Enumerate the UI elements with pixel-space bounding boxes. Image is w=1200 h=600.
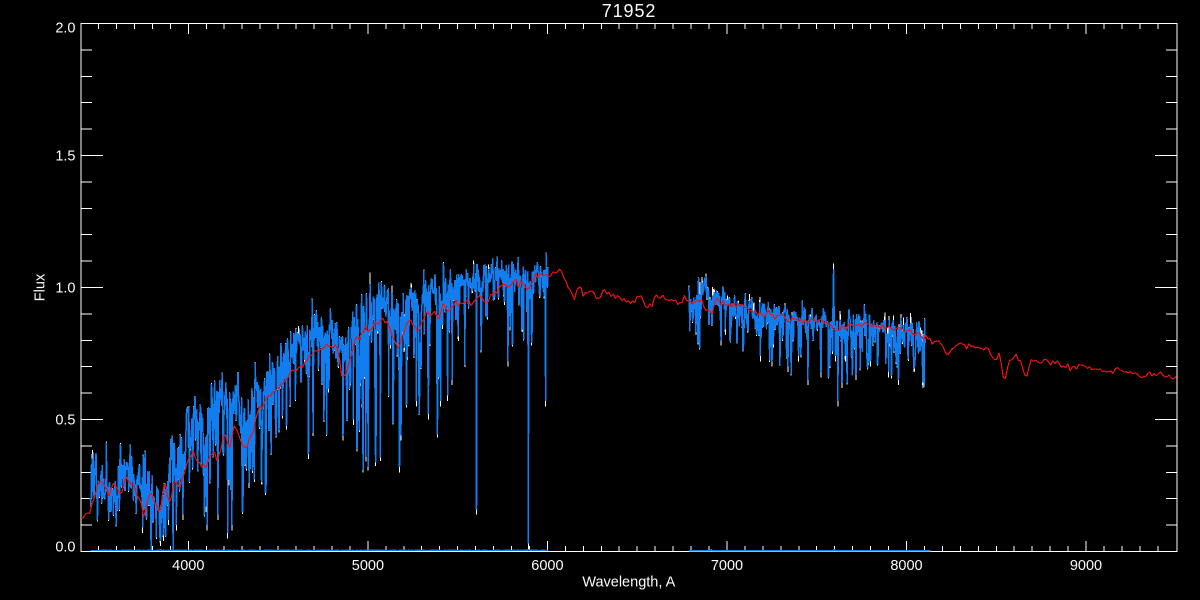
svg-text:Flux: Flux	[33, 273, 49, 301]
svg-text:Wavelength, A: Wavelength, A	[582, 575, 675, 591]
svg-text:0.5: 0.5	[55, 413, 75, 429]
svg-text:1.5: 1.5	[55, 149, 75, 165]
svg-text:0.0: 0.0	[55, 540, 75, 556]
svg-text:7000: 7000	[711, 558, 743, 574]
svg-text:5000: 5000	[352, 558, 384, 574]
svg-text:2.0: 2.0	[55, 21, 75, 37]
svg-text:9000: 9000	[1070, 558, 1102, 574]
svg-text:1.0: 1.0	[55, 281, 75, 297]
svg-text:4000: 4000	[172, 558, 204, 574]
svg-text:6000: 6000	[531, 558, 563, 574]
svg-text:8000: 8000	[890, 558, 922, 574]
svg-text:71952: 71952	[602, 1, 657, 21]
